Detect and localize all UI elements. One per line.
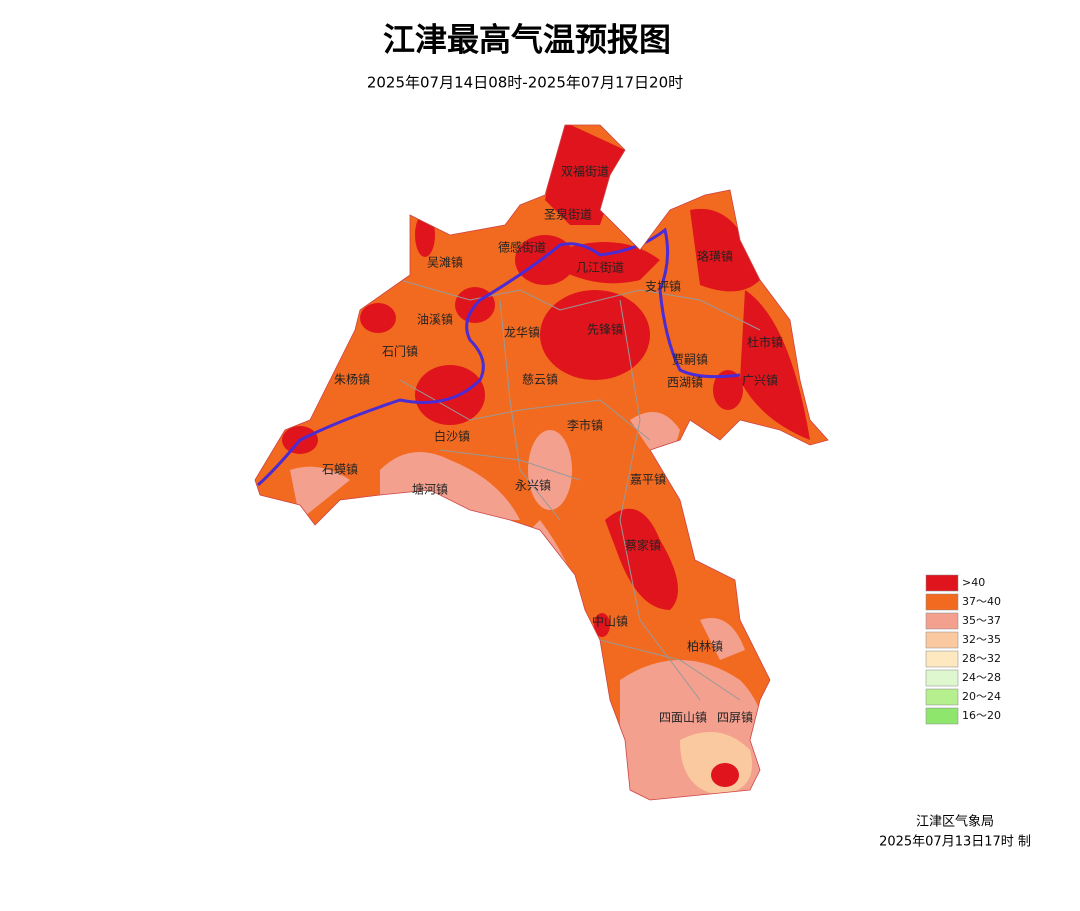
town-label: 四面山镇 <box>659 711 707 725</box>
town-label: 贾嗣镇 <box>672 353 708 367</box>
legend-swatch <box>925 593 959 611</box>
town-label: 珞璜镇 <box>697 250 733 264</box>
legend-label: 24～28 <box>962 671 1001 684</box>
town-label: 石蟆镇 <box>322 463 358 477</box>
legend-label: 37～40 <box>962 595 1001 608</box>
agency: 江津区气象局 <box>916 814 994 830</box>
town-label: 圣泉街道 <box>544 208 592 222</box>
town-label: 白沙镇 <box>434 429 470 444</box>
town-label: 中山镇 <box>592 614 628 629</box>
town-label: 四屏镇 <box>717 711 753 725</box>
title: 江津最高气温预报图 <box>383 21 671 59</box>
town-label: 石门镇 <box>382 344 418 359</box>
town-label: 吴滩镇 <box>427 256 463 270</box>
legend-label: 28～32 <box>962 652 1001 665</box>
legend: >40 37～40 35～37 32～35 28～32 24～28 20～24 16～20 <box>925 574 1001 725</box>
town-label: 慈云镇 <box>522 372 558 387</box>
town-label: 先锋镇 <box>587 323 623 337</box>
town-label: 嘉平镇 <box>630 473 666 487</box>
town-label: 塘河镇 <box>412 482 448 497</box>
legend-swatch <box>925 707 959 725</box>
district-outline <box>254 124 829 801</box>
yangtze-river <box>257 227 741 487</box>
legend-label: 32～35 <box>962 633 1001 646</box>
legend-swatch <box>925 688 959 706</box>
issued-time: 2025年07月13日17时 制 <box>879 835 1031 850</box>
legend-swatch <box>925 612 959 630</box>
town-label: 蔡家镇 <box>625 538 661 553</box>
town-label: 永兴镇 <box>515 479 551 493</box>
town-label: 德感街道 <box>498 240 546 255</box>
legend-label: 35～37 <box>962 614 1001 627</box>
legend-swatch <box>925 669 959 687</box>
town-label: 朱杨镇 <box>334 372 370 387</box>
legend-label: 20～24 <box>962 690 1001 703</box>
legend-swatch <box>925 650 959 668</box>
town-label: 柏林镇 <box>687 639 723 654</box>
town-label: 广兴镇 <box>742 374 778 388</box>
town-label: 油溪镇 <box>417 313 453 327</box>
town-label: 杜市镇 <box>747 335 783 350</box>
town-label: 龙华镇 <box>504 326 540 340</box>
legend-swatch <box>925 631 959 649</box>
subtitle: 2025年07月14日08时-2025年07月17日20时 <box>367 74 683 92</box>
temperature-map <box>255 125 828 800</box>
town-label: 西湖镇 <box>667 375 703 390</box>
legend-label: >40 <box>962 576 985 589</box>
town-label: 几江街道 <box>576 261 624 275</box>
town-boundaries <box>399 279 761 701</box>
legend-label: 16～20 <box>962 709 1001 722</box>
town-label: 李市镇 <box>567 418 603 433</box>
legend-swatch <box>925 574 959 592</box>
town-label: 双福街道 <box>561 164 609 179</box>
town-label: 支坪镇 <box>645 280 681 294</box>
